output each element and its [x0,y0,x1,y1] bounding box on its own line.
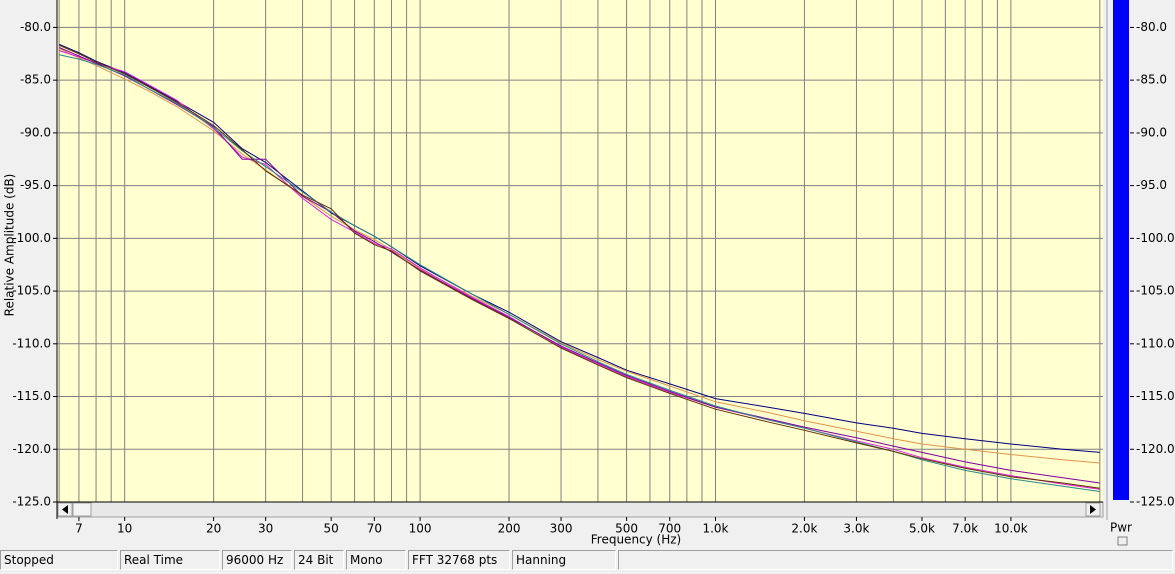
meter-tick-label: -85.0 [1136,73,1167,87]
meter-tick-label: -90.0 [1136,125,1167,139]
y-tick-label: -125.0 [12,495,51,509]
scrollbar[interactable] [56,501,1104,518]
y-tick-label: -105.0 [12,284,51,298]
status-cell: Mono [346,550,406,570]
x-tick-label: 50 [324,522,339,536]
spectrum-line [59,47,1100,484]
status-cell: Stopped [0,550,118,570]
meter-tick-label: -95.0 [1136,178,1167,192]
x-tick-label: 200 [498,522,521,536]
x-tick-label: 30 [258,522,273,536]
y-tick-label: -110.0 [12,336,51,350]
x-tick-label: 20 [206,522,221,536]
x-axis-label: Frequency (Hz) [591,533,682,547]
meter-label: Pwr [1110,521,1132,535]
y-tick-label: -100.0 [12,231,51,245]
x-tick-label: 70 [367,522,382,536]
analyzer: Frequency (Hz) Relative Amplitude (dB) P… [3,0,1175,547]
x-tick-label: 3.0k [843,522,869,536]
status-cell: FFT 32768 pts [408,550,510,570]
x-tick-label: 700 [658,522,681,536]
spectrum-line [59,44,1100,489]
y-axis-label: Relative Amplitude (dB) [3,174,17,317]
status-cell: 96000 Hz [222,550,292,570]
x-tick-label: 5.0k [909,522,935,536]
status-cell: Real Time [120,550,220,570]
x-tick-label: 100 [409,522,432,536]
meter-tick-label: -115.0 [1136,389,1175,403]
plot-area [57,0,1103,502]
resize-grip[interactable] [1117,536,1128,546]
x-tick-label: 300 [550,522,573,536]
meter-tick-label: -110.0 [1136,336,1175,350]
y-tick-label: -80.0 [20,20,51,34]
x-tick-label: 7 [75,522,83,536]
x-tick-label: 10.0k [994,522,1028,536]
meter-tick-label: -120.0 [1136,442,1175,456]
meter-bar [1113,0,1129,500]
x-tick-label: 1.0k [702,522,728,536]
y-tick-label: -95.0 [20,178,51,192]
y-tick-label: -85.0 [20,73,51,87]
meter-tick-label: -80.0 [1136,20,1167,34]
x-tick-label: 2.0k [791,522,817,536]
status-bar: Stopped Real Time 96000 Hz 24 Bit Mono FFT 32… [0,550,1175,572]
x-tick-label: 10 [117,522,132,536]
status-cell-empty [618,550,1173,570]
spectrum-line [58,48,1100,464]
meter-tick-label: -125.0 [1136,495,1175,509]
y-tick-label: -120.0 [12,442,51,456]
status-cell: Hanning [512,550,616,570]
y-tick-label: -90.0 [20,125,51,139]
x-tick-label: 7.0k [952,522,978,536]
status-cell: 24 Bit [294,550,344,570]
spectrum-line [59,50,1100,490]
meter-tick-label: -100.0 [1136,231,1175,245]
meter-tick-label: -105.0 [1136,284,1175,298]
y-tick-label: -115.0 [12,389,51,403]
x-tick-label: 500 [615,522,638,536]
